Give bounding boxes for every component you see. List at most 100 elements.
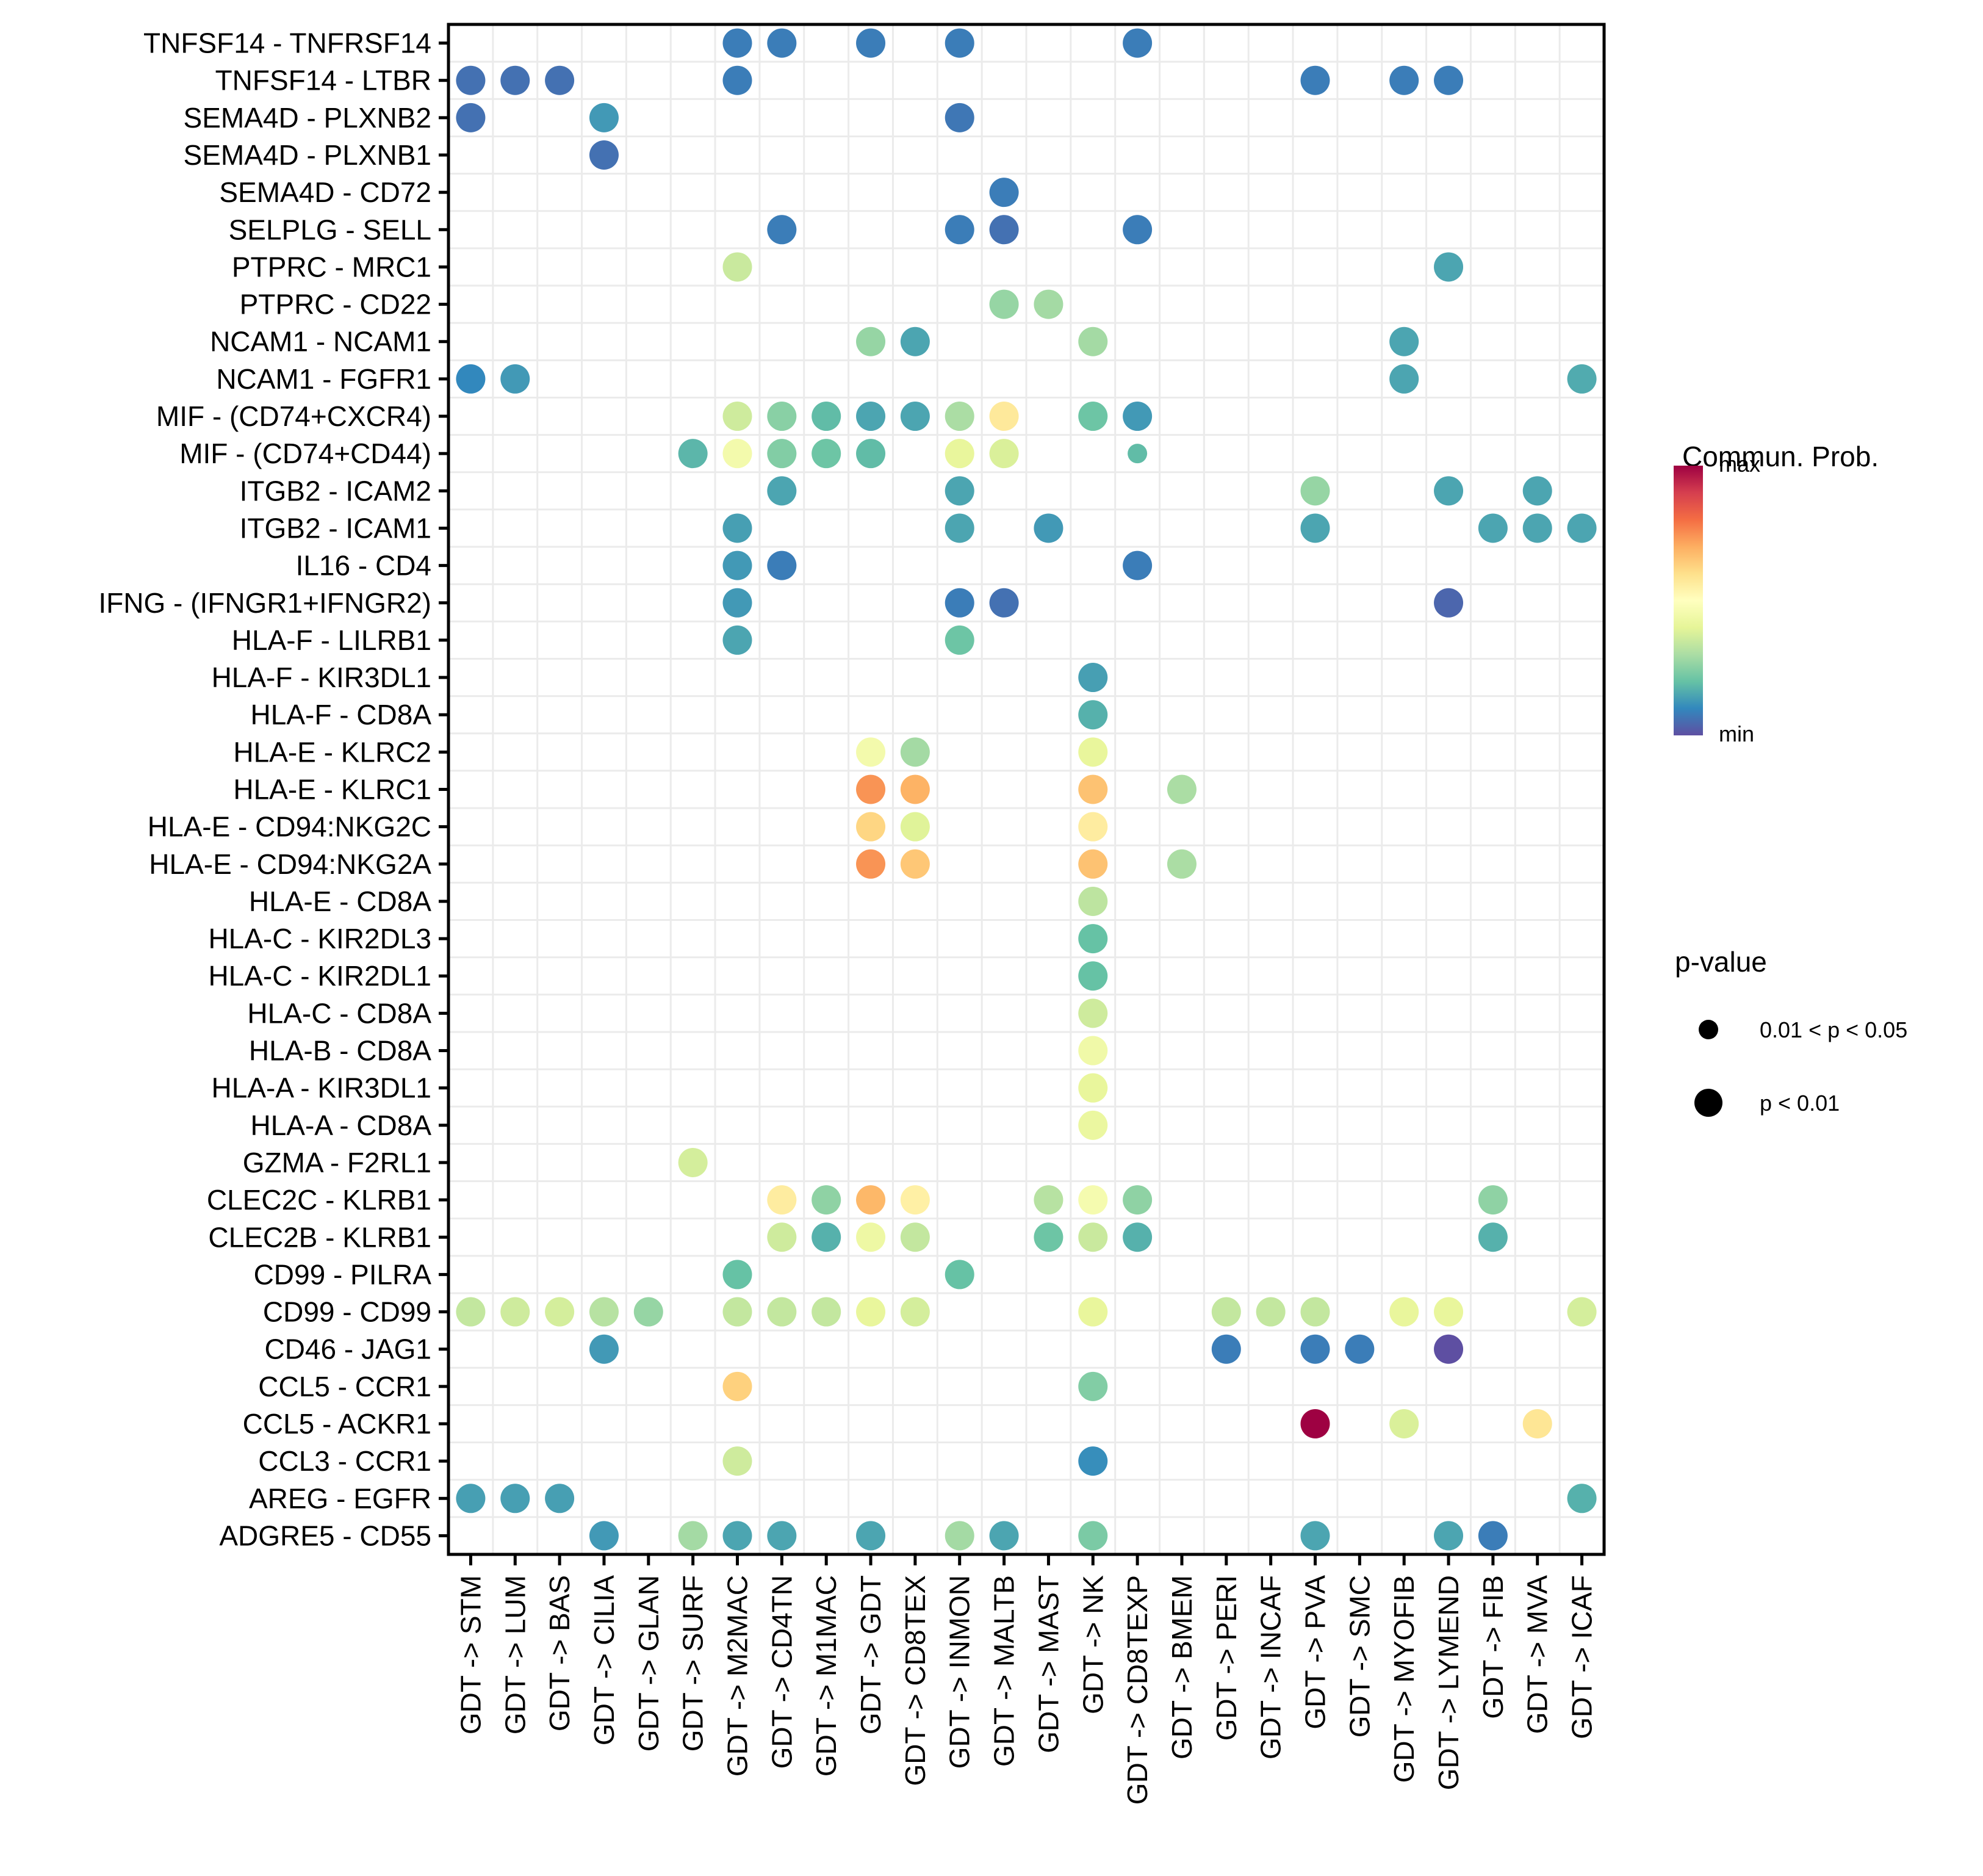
data-point — [545, 1297, 575, 1327]
data-point — [945, 1260, 974, 1290]
data-point — [722, 252, 752, 282]
data-point — [1211, 1297, 1241, 1327]
data-point — [1034, 1222, 1063, 1252]
y-tick-label: CCL5 - ACKR1 — [243, 1408, 431, 1440]
x-tick-label: GDT -> STM — [455, 1575, 486, 1734]
data-point — [1078, 663, 1108, 693]
data-point — [589, 1297, 619, 1327]
x-tick-label: GDT -> CD4TN — [766, 1575, 797, 1769]
data-point — [1389, 326, 1419, 356]
y-tick-label: HLA-B - CD8A — [249, 1035, 431, 1067]
y-tick-label: ADGRE5 - CD55 — [219, 1520, 431, 1551]
data-point — [856, 1185, 886, 1215]
size-legend-large-dot — [1694, 1089, 1722, 1117]
y-tick-label: HLA-F - CD8A — [251, 699, 432, 731]
data-point — [767, 476, 797, 506]
y-tick-label: GZMA - F2RL1 — [243, 1147, 431, 1178]
data-point — [678, 1521, 708, 1551]
data-point — [1300, 1334, 1330, 1364]
data-point — [812, 439, 841, 469]
y-tick-label: TNFSF14 - TNFRSF14 — [143, 27, 431, 59]
size-legend-title: p-value — [1675, 946, 1767, 978]
data-point — [989, 178, 1019, 207]
data-point — [722, 65, 752, 95]
y-tick-label: CCL3 - CCR1 — [258, 1445, 431, 1477]
data-point — [1567, 1297, 1597, 1327]
data-point — [945, 1521, 974, 1551]
data-point — [722, 1260, 752, 1290]
data-point — [722, 439, 752, 469]
size-legend-small-dot — [1699, 1020, 1718, 1039]
data-point — [1078, 326, 1108, 356]
data-point — [1034, 513, 1063, 543]
data-point — [678, 1147, 708, 1177]
data-point — [1034, 1185, 1063, 1215]
data-point — [1123, 1222, 1153, 1252]
x-tick-label: GDT -> CILIA — [588, 1575, 620, 1745]
data-point — [545, 65, 575, 95]
data-point — [767, 1521, 797, 1551]
data-point — [1567, 1484, 1597, 1513]
data-point — [900, 737, 930, 767]
y-tick-label: PTPRC - CD22 — [240, 289, 431, 320]
colorbar-max-label: max — [1719, 452, 1760, 477]
data-point — [1567, 364, 1597, 394]
data-point — [678, 439, 708, 469]
data-point — [722, 28, 752, 58]
data-point — [1478, 1185, 1508, 1215]
data-point — [722, 402, 752, 431]
y-tick-label: HLA-E - KLRC2 — [233, 736, 431, 768]
data-point — [1478, 1521, 1508, 1551]
data-point — [1300, 1521, 1330, 1551]
data-point — [1211, 1334, 1241, 1364]
data-point — [456, 65, 486, 95]
data-point — [1434, 1521, 1464, 1551]
data-point — [945, 215, 974, 245]
color-legend: Commun. Prob. max min — [1674, 441, 1879, 746]
data-point — [1300, 65, 1330, 95]
data-point — [1078, 700, 1108, 730]
data-point — [1078, 886, 1108, 916]
data-point — [589, 1334, 619, 1364]
data-point — [989, 215, 1019, 245]
data-point — [856, 28, 886, 58]
data-point — [767, 215, 797, 245]
data-point — [856, 849, 886, 879]
data-point — [856, 1222, 886, 1252]
data-point — [1034, 289, 1063, 319]
data-point — [1345, 1334, 1375, 1364]
data-point — [1434, 252, 1464, 282]
data-point — [767, 550, 797, 580]
y-tick-label: HLA-A - CD8A — [250, 1109, 431, 1141]
data-point — [900, 812, 930, 842]
data-point — [812, 1185, 841, 1215]
data-point — [900, 1185, 930, 1215]
x-tick-label: GDT -> MVA — [1522, 1575, 1553, 1734]
y-tick-label: HLA-C - KIR2DL3 — [208, 923, 431, 954]
data-point — [1078, 737, 1108, 767]
x-tick-label: GDT -> SURF — [677, 1575, 709, 1752]
x-tick-label: GDT -> GDT — [855, 1575, 887, 1734]
y-tick-label: SEMA4D - PLXNB2 — [184, 102, 431, 134]
y-tick-label: NCAM1 - FGFR1 — [216, 363, 431, 395]
data-point — [1123, 28, 1153, 58]
data-point — [456, 1297, 486, 1327]
data-point — [722, 1521, 752, 1551]
data-point — [945, 28, 974, 58]
data-point — [500, 1297, 530, 1327]
x-tick-label: GDT -> BAS — [544, 1575, 575, 1731]
data-point — [1128, 444, 1148, 464]
data-point — [1078, 998, 1108, 1028]
data-point — [989, 588, 1019, 618]
x-tick-label: GDT -> M1MAC — [810, 1575, 842, 1777]
data-point — [1389, 364, 1419, 394]
data-point — [722, 513, 752, 543]
data-point — [989, 1521, 1019, 1551]
data-point — [1078, 1521, 1108, 1551]
color-legend-title: Commun. Prob. — [1682, 441, 1879, 472]
data-point — [945, 402, 974, 431]
data-point — [1078, 1110, 1108, 1140]
x-tick-label: GDT -> PERI — [1211, 1575, 1242, 1741]
data-point — [767, 28, 797, 58]
size-legend: p-value 0.01 < p < 0.05 p < 0.01 — [1675, 946, 1907, 1117]
